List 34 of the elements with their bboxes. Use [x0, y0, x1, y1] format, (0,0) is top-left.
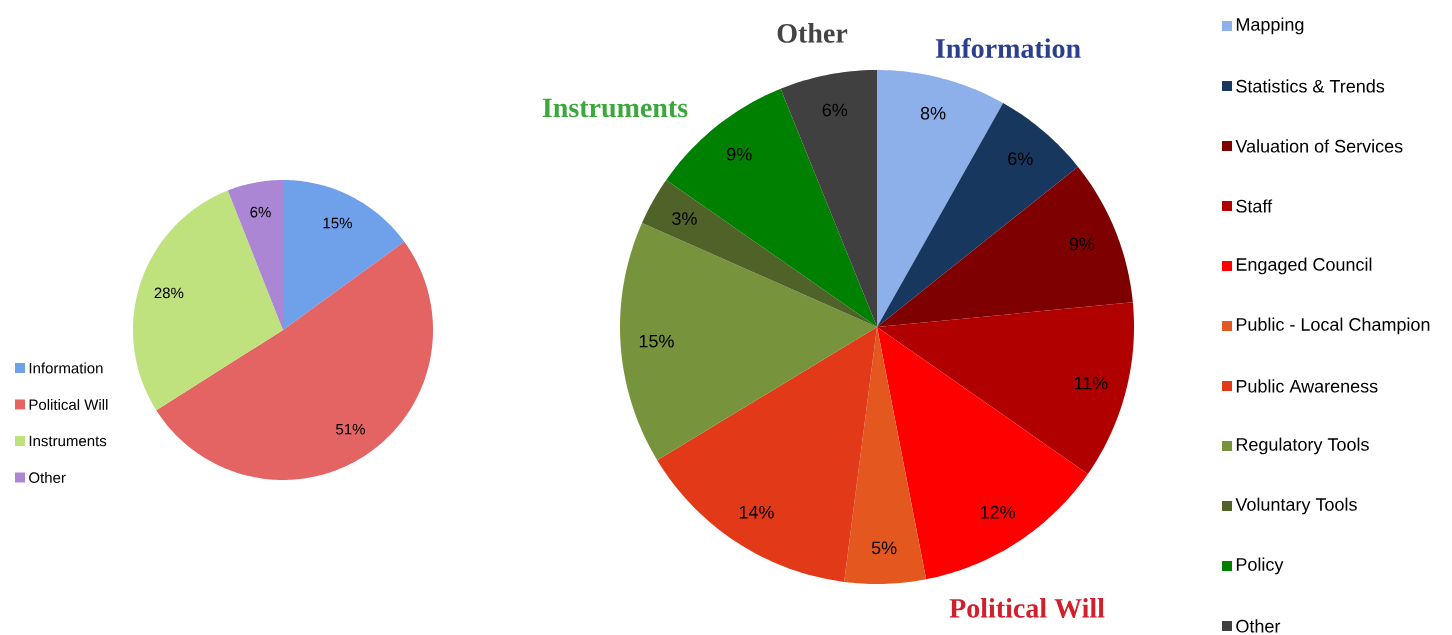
data-label: 9% — [1069, 237, 1095, 251]
text: Information — [935, 37, 1081, 58]
legend-label: Regulatory Tools — [1236, 437, 1369, 455]
legend-label: Other — [29, 471, 66, 483]
data-label: 3% — [672, 212, 697, 225]
legend-label: Information — [29, 362, 103, 374]
legend-label: Statistics & Trends — [1236, 79, 1385, 93]
legend-label: Political Will — [29, 398, 108, 410]
data-label: 15% — [323, 217, 352, 229]
legend-label: Public - Local Champion — [1236, 317, 1430, 335]
data-label: 6% — [250, 206, 271, 218]
legend-label: Mapping — [1236, 17, 1304, 35]
data-label: 12% — [980, 505, 1015, 519]
legend-label: Valuation of Services — [1235, 139, 1403, 153]
data-label: 5% — [871, 541, 897, 555]
data-label: 6% — [1008, 152, 1033, 166]
data-label: 6% — [822, 103, 848, 117]
legend-label: Staff — [1236, 199, 1273, 213]
legend-label: Instruments — [29, 435, 107, 447]
legend-label: Public Awareness — [1236, 379, 1378, 393]
text: Political Will — [949, 598, 1105, 618]
data-label: 15% — [639, 334, 674, 348]
text: Instruments — [542, 98, 688, 118]
text: Other — [777, 23, 848, 43]
legend-label: Engaged Council — [1236, 257, 1372, 275]
legend-label: Policy — [1236, 557, 1284, 575]
data-label: 8% — [920, 106, 946, 120]
data-label: 14% — [739, 505, 774, 519]
legend-label: Other — [1236, 619, 1281, 633]
data-label: 11% — [1074, 376, 1108, 390]
data-label: 9% — [727, 147, 752, 161]
data-label: 28% — [154, 287, 184, 299]
data-label: 51% — [336, 423, 365, 435]
legend-label: Voluntary Tools — [1235, 497, 1357, 515]
